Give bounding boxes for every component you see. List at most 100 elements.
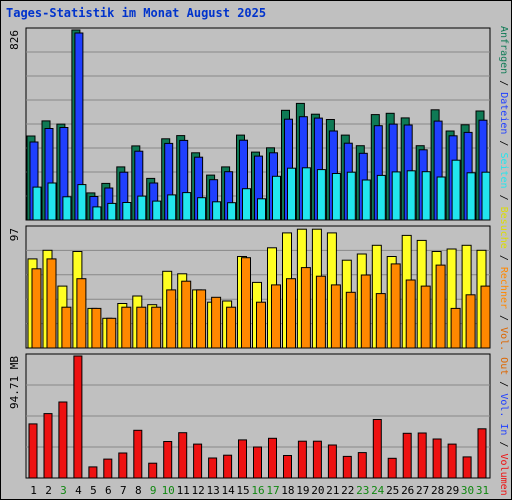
x-tick-label-day-22: 22	[341, 484, 354, 497]
bar-seiten-day-7	[122, 202, 132, 221]
x-tick-label-day-26: 26	[401, 484, 414, 497]
bar-volumen-day-13	[208, 457, 218, 479]
bar-seiten-day-4	[77, 184, 87, 221]
legend-item-rechner: Rechner	[498, 266, 509, 310]
x-tick-label-day-27: 27	[416, 484, 429, 497]
bar-rechner-day-22	[345, 291, 356, 349]
bar-rechner-day-30	[465, 294, 476, 349]
bar-volumen-day-31	[477, 428, 487, 479]
legend-separator: /	[498, 435, 509, 454]
bar-seiten-day-20	[316, 169, 326, 221]
x-tick-label-day-17: 17	[266, 484, 279, 497]
bar-rechner-day-20	[315, 275, 326, 349]
legend-separator: /	[498, 134, 509, 153]
bar-rechner-day-11	[181, 280, 192, 349]
bar-rechner-day-28	[435, 264, 446, 349]
bar-volumen-day-17	[268, 437, 277, 479]
bar-volumen-day-22	[342, 455, 352, 479]
bar-rechner-day-29	[450, 307, 461, 349]
bar-rechner-day-25	[390, 263, 401, 349]
bar-rechner-day-21	[330, 284, 341, 349]
bar-rechner-day-17	[271, 284, 281, 349]
bar-volumen-day-2	[43, 413, 53, 479]
x-tick-label-day-20: 20	[311, 484, 324, 497]
x-tick-label-day-13: 13	[206, 484, 219, 497]
bar-rechner-day-8	[136, 306, 147, 349]
bar-rechner-day-18	[286, 278, 296, 349]
bar-volumen-day-6	[103, 458, 113, 479]
bar-seiten-day-9	[152, 200, 162, 221]
bar-seiten-day-17	[272, 175, 281, 221]
y-axis-max-label: 826	[8, 30, 21, 50]
legend-item-volumen: Volumen	[498, 453, 509, 496]
x-tick-label-day-2: 2	[45, 484, 52, 497]
bar-seiten-day-25	[391, 171, 401, 221]
bar-rechner-day-13	[211, 296, 222, 349]
bar-seiten-day-23	[361, 179, 371, 221]
bar-volumen-day-30	[462, 456, 472, 479]
x-tick-label-day-12: 12	[191, 484, 204, 497]
x-tick-label-day-1: 1	[30, 484, 37, 497]
x-tick-label-day-28: 28	[431, 484, 444, 497]
bar-rechner-day-31	[480, 285, 491, 349]
bar-volumen-day-5	[88, 466, 98, 479]
bar-volumen-day-1	[28, 423, 38, 479]
x-tick-label-day-3: 3	[60, 484, 67, 497]
bar-volumen-day-12	[193, 443, 203, 479]
bar-rechner-day-10	[166, 289, 177, 349]
legend-separator: /	[498, 74, 509, 93]
bar-volumen-day-21	[327, 444, 337, 479]
bar-rechner-day-27	[420, 285, 431, 349]
bar-seiten-day-18	[287, 167, 296, 221]
bar-seiten-day-31	[481, 171, 491, 221]
bar-volumen-day-16	[253, 446, 262, 479]
legend-item-volout: Vol. Out	[498, 327, 509, 376]
legend-separator: /	[498, 309, 509, 328]
bar-volumen-day-26	[402, 432, 412, 479]
bar-volumen-day-28	[432, 438, 442, 479]
bar-rechner-day-26	[405, 279, 416, 349]
x-tick-label-day-9: 9	[150, 484, 157, 497]
bar-seiten-day-26	[406, 170, 416, 221]
bar-seiten-day-24	[376, 174, 386, 221]
legend-separator: /	[498, 375, 509, 394]
bar-volumen-day-7	[118, 452, 128, 479]
bar-seiten-day-22	[346, 171, 356, 221]
legend-separator: /	[498, 248, 509, 267]
bar-rechner-day-5	[91, 307, 102, 349]
bar-volumen-day-15	[238, 439, 247, 479]
legend-separator: /	[498, 188, 509, 207]
x-tick-label-day-6: 6	[105, 484, 112, 497]
x-tick-label-day-29: 29	[446, 484, 459, 497]
bar-rechner-day-3	[61, 306, 72, 349]
bar-volumen-day-19	[297, 440, 307, 479]
bar-rechner-day-15	[241, 257, 251, 349]
bar-rechner-day-9	[151, 306, 162, 349]
x-tick-label-day-21: 21	[326, 484, 339, 497]
x-tick-label-day-24: 24	[371, 484, 385, 497]
bar-seiten-day-14	[227, 202, 237, 221]
bar-seiten-day-10	[167, 194, 177, 221]
bar-rechner-day-23	[360, 274, 371, 349]
bar-volumen-day-20	[312, 440, 322, 479]
bar-seiten-day-8	[137, 195, 147, 221]
x-tick-label-day-8: 8	[135, 484, 142, 497]
x-tick-label-day-7: 7	[120, 484, 127, 497]
legend-item-seiten: Seiten	[498, 152, 509, 189]
chart-title: Tages-Statistik im Monat August 2025	[6, 6, 267, 20]
legend-item-volin: Vol. In	[498, 393, 509, 436]
x-tick-label-day-30: 30	[461, 484, 474, 497]
bar-seiten-day-3	[62, 196, 72, 221]
bar-seiten-day-13	[212, 201, 222, 221]
bar-seiten-day-12	[197, 197, 207, 221]
bar-seiten-day-16	[257, 198, 266, 221]
bar-seiten-day-30	[466, 172, 476, 221]
x-tick-label-day-31: 31	[476, 484, 489, 497]
bar-rechner-day-14	[226, 306, 237, 349]
legend-item-besuche: Besuche	[498, 206, 509, 249]
bar-volumen-day-29	[447, 443, 457, 479]
bar-seiten-day-27	[421, 171, 431, 221]
bar-rechner-day-2	[46, 258, 57, 349]
bar-volumen-day-25	[387, 457, 397, 479]
